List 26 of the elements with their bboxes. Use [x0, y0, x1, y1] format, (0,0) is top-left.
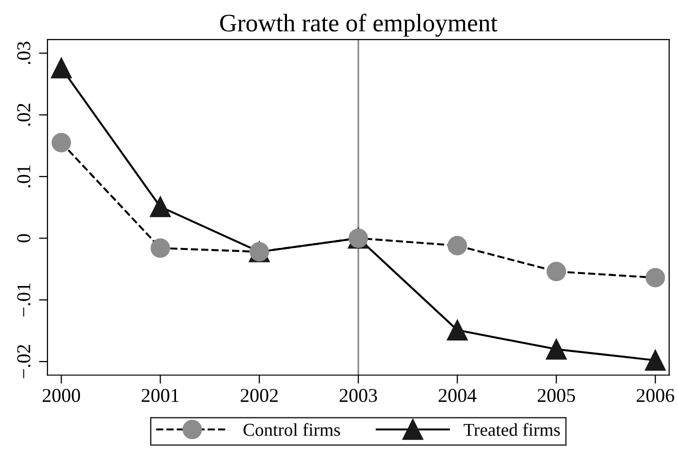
point [150, 238, 170, 258]
point [52, 132, 72, 152]
point [50, 58, 72, 78]
y-tick-label: .03 [17, 42, 30, 64]
point [546, 338, 567, 360]
legend-label: Treated firms [464, 423, 560, 436]
x-tick-label: 2000 [42, 388, 80, 402]
y-tick-label: .01 [17, 166, 30, 188]
point [646, 268, 666, 288]
x-tick-label: 2002 [240, 388, 278, 402]
x-tick-label: 2005 [538, 388, 576, 402]
y-tick-label: 0 [17, 234, 30, 242]
x-tick-label: 2006 [636, 388, 674, 402]
point [446, 320, 468, 341]
point [644, 350, 666, 371]
point [546, 262, 566, 282]
point [150, 196, 171, 218]
legend-label: Control firms [244, 423, 340, 436]
x-tick-label: 2004 [438, 388, 476, 402]
chart-title: Growth rate of employment [220, 14, 498, 37]
point [448, 236, 468, 256]
x-tick-label: 2001 [142, 388, 179, 402]
y-tick-label: −.02 [17, 344, 30, 378]
y-tick-label: .02 [17, 104, 30, 126]
y-tick-label: −.01 [17, 283, 30, 317]
x-tick-label: 2003 [340, 388, 378, 402]
